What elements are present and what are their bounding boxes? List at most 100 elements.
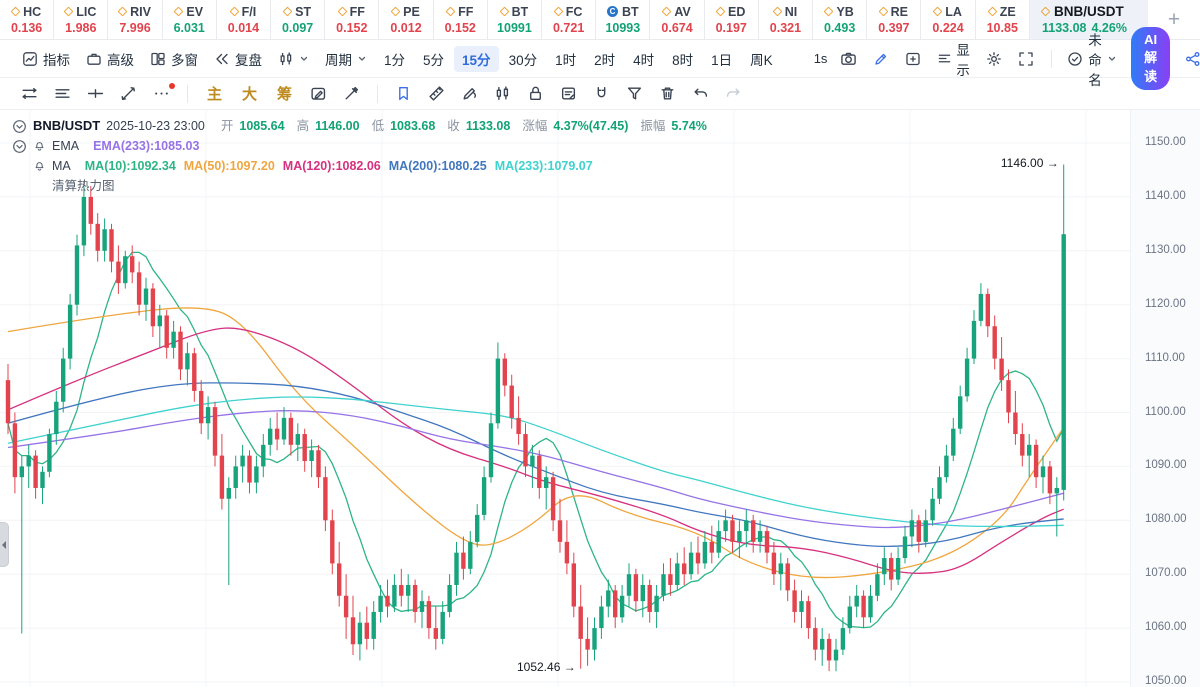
- exchange-diamond-icon: [772, 6, 783, 17]
- candlestick-chart[interactable]: [0, 110, 1130, 687]
- ticker-symbol: BT: [511, 4, 529, 19]
- edit-template-button[interactable]: [303, 81, 334, 106]
- active-symbol-tab[interactable]: BNB/USDT 1133.08 4.26%: [1030, 0, 1148, 39]
- crosshair-button[interactable]: [80, 81, 111, 106]
- legend-ema-row: EMA EMA(233):1085.03: [12, 136, 707, 156]
- draw-button[interactable]: [866, 47, 896, 71]
- timeframe-4时[interactable]: 4时: [633, 52, 655, 68]
- list-lines-icon: [54, 85, 71, 102]
- exchange-diamond-icon: [229, 6, 240, 17]
- share-button[interactable]: [1178, 47, 1200, 71]
- bookmark-icon: [395, 85, 412, 102]
- pattern-button[interactable]: [487, 81, 518, 106]
- timeframe-5分[interactable]: 5分: [423, 52, 445, 68]
- watchlist-item[interactable]: LA 0.224: [921, 0, 976, 39]
- ticker-symbol: YB: [836, 4, 854, 19]
- timeframe-周K[interactable]: 周K: [750, 52, 773, 68]
- filter-button[interactable]: [619, 81, 650, 106]
- large-chart-button[interactable]: 大: [233, 81, 266, 106]
- active-tab-symbol: BNB/USDT: [1054, 3, 1124, 19]
- price-axis[interactable]: 1150.00 1140.00 1130.00 1120.00 1110.00 1100.…: [1130, 110, 1200, 687]
- watchlist-item[interactable]: RE 0.397: [867, 0, 922, 39]
- indicators-button[interactable]: 指标: [14, 45, 78, 73]
- watchlist-item[interactable]: FF 0.152: [434, 0, 488, 39]
- add-window-button[interactable]: [898, 47, 928, 71]
- watchlist-item[interactable]: FC 0.721: [542, 0, 597, 39]
- watchlist-item[interactable]: LIC 1.986: [54, 0, 109, 39]
- screenshot-button[interactable]: [833, 46, 864, 71]
- timeframe-1分[interactable]: 1分: [384, 52, 406, 68]
- redo-button[interactable]: [718, 81, 749, 106]
- lock-button[interactable]: [520, 81, 551, 106]
- trade-list-button[interactable]: [47, 81, 78, 106]
- timeframe-1日[interactable]: 1日: [711, 52, 733, 68]
- watchlist-item[interactable]: RIV 7.996: [108, 0, 163, 39]
- ticker-price: 0.721: [552, 20, 585, 35]
- watchlist-item[interactable]: PE 0.012: [379, 0, 434, 39]
- timeframe-30分[interactable]: 30分: [508, 52, 538, 68]
- watchlist-item[interactable]: ST 0.097: [271, 0, 326, 39]
- replay-button[interactable]: 复盘: [206, 45, 270, 73]
- order-book-button[interactable]: [14, 81, 45, 106]
- display-settings-button[interactable]: 显示: [930, 35, 977, 83]
- advanced-button[interactable]: 高级: [78, 45, 142, 73]
- layout-dropdown[interactable]: 未命名: [1061, 25, 1123, 93]
- line-pen-button[interactable]: [336, 81, 367, 106]
- exchange-diamond-icon: [445, 6, 456, 17]
- watchlist-item[interactable]: C BT 10993: [596, 0, 651, 39]
- price-tick: 1150.00: [1145, 136, 1186, 148]
- collapse-circle-icon[interactable]: [12, 119, 27, 134]
- timeframe-15分[interactable]: 15分: [454, 45, 499, 72]
- panel-collapse-handle[interactable]: [0, 522, 9, 567]
- legend-symbol-row: BNB/USDT 2025-10-23 23:00 开 1085.64 高 1146…: [12, 116, 707, 136]
- timeframe-8时[interactable]: 8时: [672, 52, 694, 68]
- chip-distribution-button[interactable]: 筹: [268, 81, 301, 106]
- multi-window-button[interactable]: 多窗: [142, 45, 206, 73]
- ruler-icon: [428, 85, 445, 102]
- measure-button[interactable]: [421, 81, 452, 106]
- trend-line-button[interactable]: [113, 81, 144, 106]
- timeframe-1时[interactable]: 1时: [555, 52, 577, 68]
- notes-button[interactable]: [553, 81, 584, 106]
- watchlist-item[interactable]: AV 0.674: [650, 0, 705, 39]
- crosshair-icon: [87, 85, 104, 102]
- fullscreen-button[interactable]: [1011, 47, 1041, 71]
- list-icon: [937, 51, 952, 66]
- ticker-price: 0.197: [715, 20, 747, 35]
- low-label: 低: [371, 119, 385, 133]
- bookmark-button[interactable]: [388, 81, 419, 106]
- ticker-symbol: RIV: [130, 4, 151, 19]
- watchlist-item[interactable]: ZE 10.85: [976, 0, 1030, 39]
- more-tools-button[interactable]: [146, 81, 177, 106]
- watchlist-item[interactable]: F/I 0.014: [217, 0, 272, 39]
- watchlist-item[interactable]: ED 0.197: [705, 0, 759, 39]
- delete-button[interactable]: [652, 81, 683, 106]
- ticker-symbol: NI: [784, 4, 798, 19]
- undo-button[interactable]: [685, 81, 716, 106]
- chart-style-dropdown[interactable]: [270, 47, 317, 71]
- watchlist-item[interactable]: NI 0.321: [759, 0, 814, 39]
- ticker-price: 6.031: [173, 20, 205, 35]
- ticker-price: 0.224: [932, 20, 964, 35]
- main-chart-button[interactable]: 主: [198, 81, 231, 106]
- change-value: 4.37%(47.45): [553, 119, 629, 133]
- tick-interval-button[interactable]: 1s: [813, 51, 828, 66]
- settings-button[interactable]: [979, 47, 1009, 71]
- brush-button[interactable]: [454, 81, 485, 106]
- alert-bell-icon[interactable]: [33, 140, 46, 153]
- legend-symbol: BNB/USDT: [33, 118, 101, 133]
- ticker-price: 1.986: [65, 20, 97, 35]
- watchlist-item[interactable]: BT 10991: [488, 0, 543, 39]
- magnet-button[interactable]: [586, 81, 617, 106]
- collapse-circle-icon[interactable]: [12, 139, 27, 154]
- period-dropdown[interactable]: 周期: [317, 45, 375, 73]
- ma-value: MA(233):1079.07: [494, 159, 593, 173]
- timeframe-2时[interactable]: 2时: [594, 52, 616, 68]
- watchlist-item[interactable]: FF 0.152: [325, 0, 380, 39]
- watchlist-item[interactable]: YB 0.493: [813, 0, 868, 39]
- alert-bell-icon[interactable]: [33, 160, 46, 173]
- ai-analysis-button[interactable]: AI解读: [1130, 27, 1171, 90]
- watchlist-item[interactable]: EV 6.031: [163, 0, 217, 39]
- watchlist-item[interactable]: HC 0.136: [0, 0, 55, 39]
- ma-value: MA(50):1097.20: [183, 159, 275, 173]
